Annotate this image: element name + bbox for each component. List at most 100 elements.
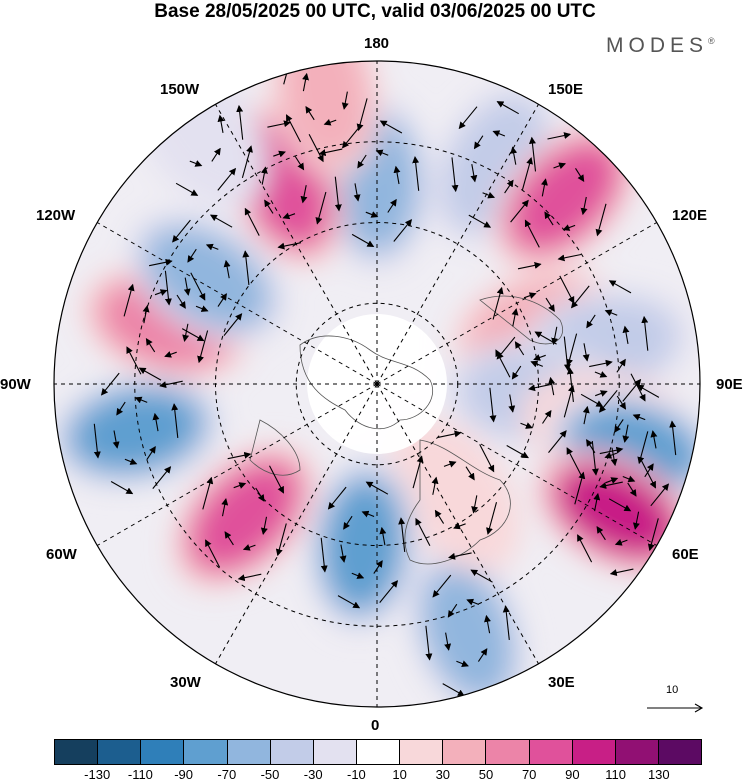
lon-label-150w: 150W xyxy=(160,81,200,98)
wind-vector-132 xyxy=(361,510,375,518)
map-boundary xyxy=(53,60,701,708)
wind-vector-123 xyxy=(434,509,445,524)
wind-vector-3 xyxy=(393,165,401,185)
wind-vector-120 xyxy=(465,466,475,481)
wind-vector-173 xyxy=(190,272,206,301)
wind-vector-118 xyxy=(431,476,439,495)
wind-vector-18 xyxy=(458,106,478,130)
wind-vector-167 xyxy=(154,289,168,296)
wind-vector-75 xyxy=(604,452,618,459)
lon-label-90w: 90W xyxy=(0,376,31,393)
wind-vector-12 xyxy=(470,164,478,183)
coastlines xyxy=(249,295,563,565)
wind-vector-74 xyxy=(622,424,630,443)
wind-vector-9 xyxy=(393,219,413,242)
wind-vector-162 xyxy=(171,403,179,438)
meridian-240 xyxy=(97,222,378,385)
lon-label-180: 180 xyxy=(364,35,390,52)
wind-vector-30 xyxy=(547,132,572,140)
wind-vector-24 xyxy=(541,178,548,197)
wind-vector-148 xyxy=(227,451,252,460)
wind-vector-50 xyxy=(622,325,630,344)
wind-vector-175 xyxy=(159,380,183,389)
wind-vector-98 xyxy=(632,511,640,530)
wind-vector-94 xyxy=(591,440,599,476)
reference-vector-label: 10 xyxy=(666,684,679,696)
colorbar-swatch-14 xyxy=(658,740,702,764)
wind-vector-65 xyxy=(496,336,516,360)
anomaly-center-12-level-3 xyxy=(193,465,296,568)
wind-vector-151 xyxy=(237,573,262,582)
wind-vector-133 xyxy=(379,526,387,546)
wind-vector-184 xyxy=(172,219,191,243)
wind-vector-64 xyxy=(520,422,533,429)
colorbar-tick-label: 50 xyxy=(478,767,494,782)
wind-vector-185 xyxy=(209,214,233,228)
colorbar-tick-label: 30 xyxy=(435,767,451,782)
wind-vector-153 xyxy=(202,476,214,510)
wind-vector-193 xyxy=(300,185,308,204)
wind-vector-146 xyxy=(242,544,256,551)
wind-vector-200 xyxy=(244,207,260,236)
wind-vector-52 xyxy=(594,371,608,378)
wind-vector-213 xyxy=(236,104,244,140)
wind-vector-150 xyxy=(275,523,287,557)
lon-label-90e: 90E xyxy=(716,376,743,393)
wind-vector-20 xyxy=(528,136,537,172)
wind-vector-71 xyxy=(582,405,590,425)
map-title: Base 28/05/2025 00 UTC, valid 03/06/2025… xyxy=(154,1,596,22)
wind-vector-182 xyxy=(217,293,227,307)
anomaly-center-8-level-4 xyxy=(561,469,672,554)
wind-vector-26 xyxy=(575,168,585,183)
wind-vector-80 xyxy=(599,481,623,490)
colorbar-tick-label: 110 xyxy=(605,767,626,782)
meridian-300 xyxy=(97,383,378,546)
wind-vector-206 xyxy=(356,98,368,132)
wind-vector-204 xyxy=(323,118,337,126)
wind-vector-197 xyxy=(308,133,324,163)
colorbar-tick-label: -110 xyxy=(127,767,153,782)
wind-vector-96 xyxy=(605,477,619,484)
wind-vector-10 xyxy=(351,233,375,247)
wind-vector-161 xyxy=(138,367,162,381)
wind-vector-36 xyxy=(523,292,537,299)
wind-vector-142 xyxy=(221,498,229,517)
wind-vector-17 xyxy=(482,191,496,199)
wind-vector-73 xyxy=(616,395,627,410)
wind-vector-59 xyxy=(508,394,516,413)
wind-vector-145 xyxy=(260,516,268,535)
wind-vector-214 xyxy=(217,167,237,191)
wind-vector-156 xyxy=(134,396,148,404)
wind-vector-89 xyxy=(598,389,618,413)
wind-vector-115 xyxy=(502,605,510,640)
anomaly-center-13-level-3 xyxy=(74,392,198,469)
wind-vector-147 xyxy=(224,531,234,546)
wind-vector-203 xyxy=(341,91,349,110)
wind-vector-208 xyxy=(286,114,301,143)
wind-vector-34 xyxy=(521,157,533,190)
colorbar-swatch-11 xyxy=(529,740,573,764)
wind-vector-179 xyxy=(187,248,197,263)
wind-vector-171 xyxy=(145,338,156,353)
wind-vector-196 xyxy=(267,120,291,128)
wind-vector-31 xyxy=(595,203,607,237)
wind-vector-112 xyxy=(456,660,469,667)
lon-label-120e: 120E xyxy=(672,207,708,224)
wind-vector-128 xyxy=(415,517,431,547)
wind-vector-8 xyxy=(412,156,420,191)
wind-vector-46 xyxy=(492,286,504,320)
wind-vector-137 xyxy=(365,481,389,495)
reference-vector-arrow xyxy=(647,703,704,713)
colorbar-tick-label: 130 xyxy=(647,767,670,782)
wind-vector-125 xyxy=(479,444,495,473)
wind-vectors xyxy=(93,61,677,697)
wind-vector-27 xyxy=(580,196,588,216)
colorbar-swatch-1 xyxy=(98,740,142,764)
wind-vector-14 xyxy=(492,130,506,137)
wind-vector-113 xyxy=(432,574,452,598)
anomaly-center-15-level-2 xyxy=(147,229,267,326)
wind-vector-60 xyxy=(511,365,522,380)
wind-vector-180 xyxy=(205,243,219,251)
wind-vector-32 xyxy=(557,253,582,262)
meridian-60 xyxy=(376,383,657,546)
